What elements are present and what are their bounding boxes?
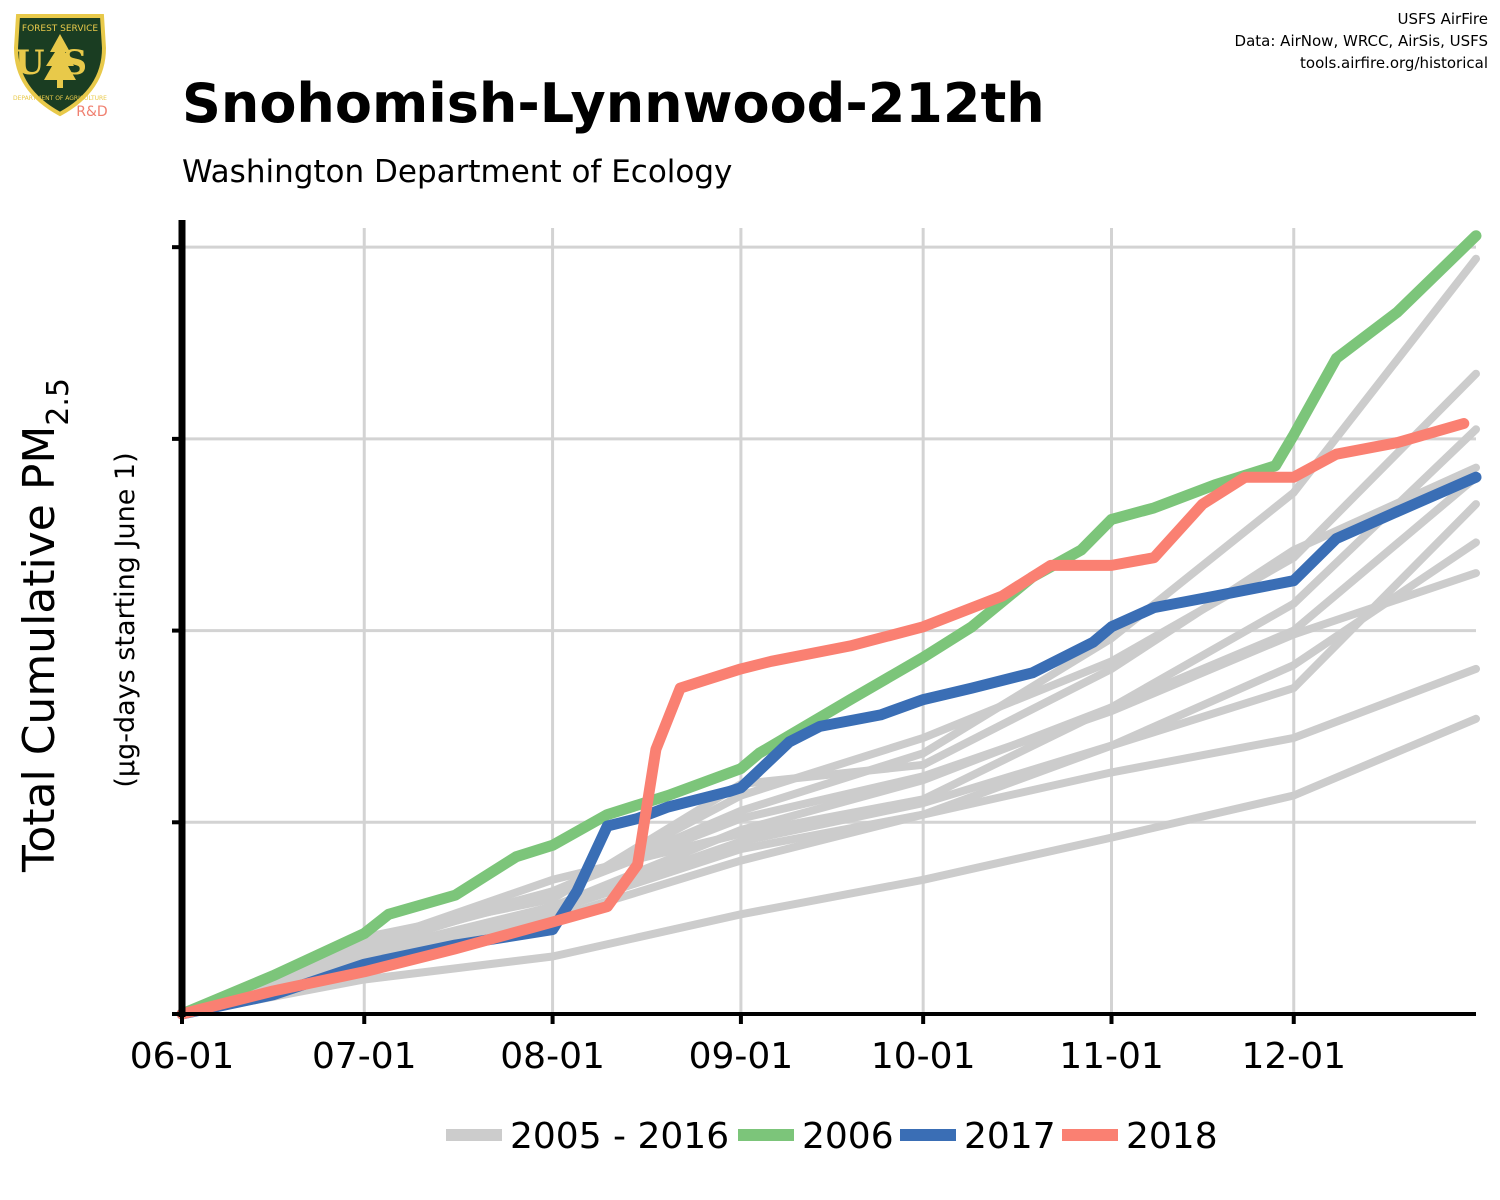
series-line-background-0 xyxy=(178,254,1480,1018)
x-tick-label-6: 12-01 xyxy=(1241,1036,1346,1077)
legend-label-1: 2006 xyxy=(802,1116,894,1157)
series-highlight-years xyxy=(176,230,1482,1020)
series-line-background-7 xyxy=(178,714,1480,1018)
series-background-years xyxy=(178,254,1480,1018)
x-tick-label-1: 07-01 xyxy=(312,1036,417,1077)
credit-line-1: USFS AirFire xyxy=(1397,10,1488,28)
axes xyxy=(172,220,1476,1017)
series-line-background-8 xyxy=(178,473,1480,1018)
legend-label-3: 2018 xyxy=(1126,1116,1218,1157)
x-tick-label-5: 11-01 xyxy=(1059,1036,1164,1077)
x-tick-label-0: 06-01 xyxy=(130,1036,235,1077)
y-axis-unit: (µg-days starting June 1) xyxy=(110,452,141,787)
series-line-background-1 xyxy=(178,369,1480,1018)
x-tick-label-3: 09-01 xyxy=(689,1036,794,1077)
usfs-logo: FOREST SERVICE US DEPARTMENT OF AGRICULT… xyxy=(13,14,108,120)
series-line-background-3 xyxy=(178,463,1480,1018)
grid xyxy=(182,228,1476,1014)
legend-label-0: 2005 - 2016 xyxy=(510,1116,729,1157)
chart-subtitle: Washington Department of Ecology xyxy=(182,154,733,190)
y-axis-title-main: Total Cumulative PM xyxy=(14,426,65,873)
legend-label-2: 2017 xyxy=(964,1116,1056,1157)
chart-title: Snohomish-Lynnwood-212th xyxy=(182,72,1045,135)
x-tick-label-2: 08-01 xyxy=(500,1036,605,1077)
credit-line-2: Data: AirNow, WRCC, AirSis, USFS xyxy=(1234,32,1488,50)
y-axis-label: Total Cumulative PM2.5 (µg-days starting… xyxy=(14,378,141,873)
series-line-background-6 xyxy=(178,664,1480,1018)
tree-icon xyxy=(44,34,76,88)
series-line-2017 xyxy=(176,471,1482,1020)
logo-bottom-text: DEPARTMENT OF AGRICULTURE xyxy=(13,95,107,102)
series-line-background-2 xyxy=(178,425,1480,1018)
logo-top-text: FOREST SERVICE xyxy=(22,24,99,34)
credit-line-3: tools.airfire.org/historical xyxy=(1300,54,1488,72)
logo-tag: R&D xyxy=(76,104,107,120)
series-line-background-9 xyxy=(178,500,1480,1018)
series-line-background-4 xyxy=(178,538,1480,1018)
series-line-background-5 xyxy=(178,569,1480,1018)
x-tick-label-4: 10-01 xyxy=(871,1036,976,1077)
y-axis-title: Total Cumulative PM2.5 xyxy=(14,378,76,873)
x-ticks: 06-01 07-01 08-01 09-01 10-01 11-01 12-01 xyxy=(130,1014,1346,1077)
legend: 2005 - 2016 2006 2017 2018 xyxy=(446,1116,1218,1157)
series-line-2006 xyxy=(176,230,1482,1020)
y-axis-title-subscript: 2.5 xyxy=(41,378,76,426)
series-line-2018 xyxy=(176,418,1470,1020)
